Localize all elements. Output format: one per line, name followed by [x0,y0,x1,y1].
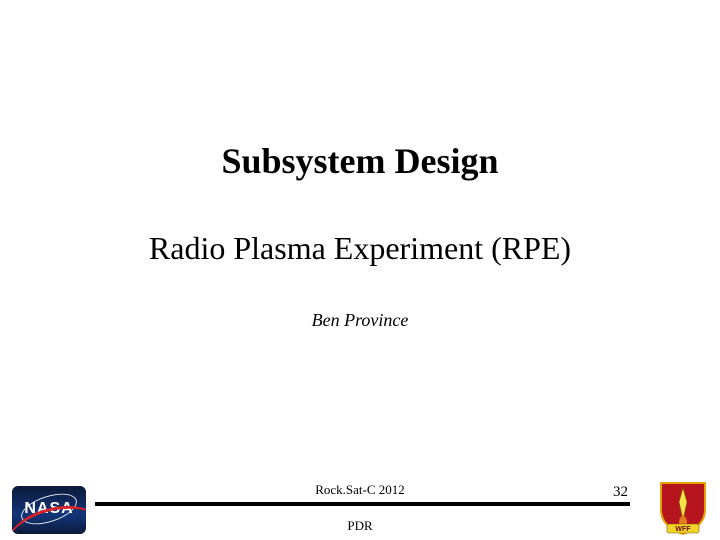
wff-banner-text: WFF [675,526,691,533]
slide: Subsystem Design Radio Plasma Experiment… [0,0,720,540]
project-label: Rock.Sat-C 2012 [0,482,720,498]
shield-icon: WFF [658,480,708,536]
page-number: 32 [613,484,628,501]
slide-title: Subsystem Design [0,140,720,182]
review-label: PDR [0,518,720,534]
footer-rule [95,502,630,506]
footer: Rock.Sat-C 2012 PDR 32 NASA WFF [0,480,720,540]
slide-subtitle: Radio Plasma Experiment (RPE) [0,230,720,267]
wff-logo: WFF [658,480,708,536]
author-name: Ben Province [0,310,720,331]
nasa-logo: NASA [12,486,86,534]
